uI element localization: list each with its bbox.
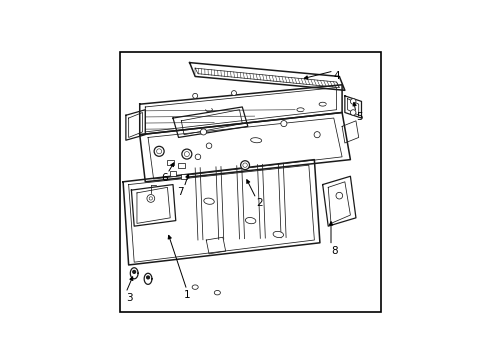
Polygon shape <box>144 273 152 284</box>
Text: 8: 8 <box>330 246 337 256</box>
Circle shape <box>243 163 247 167</box>
Text: 1: 1 <box>183 290 190 300</box>
Ellipse shape <box>203 198 214 204</box>
Ellipse shape <box>250 138 261 143</box>
Ellipse shape <box>272 231 283 238</box>
Circle shape <box>350 110 355 115</box>
Circle shape <box>184 152 189 157</box>
Bar <box>169 171 176 176</box>
Text: 4: 4 <box>333 71 340 81</box>
Polygon shape <box>123 159 319 265</box>
Polygon shape <box>342 121 358 143</box>
Text: 3: 3 <box>125 293 132 303</box>
Bar <box>166 160 173 165</box>
Circle shape <box>192 93 197 98</box>
Polygon shape <box>206 237 225 254</box>
Polygon shape <box>140 112 350 182</box>
Ellipse shape <box>245 217 255 224</box>
Circle shape <box>280 121 286 127</box>
Circle shape <box>146 194 154 202</box>
Text: 7: 7 <box>177 187 183 197</box>
Circle shape <box>182 149 191 159</box>
Polygon shape <box>189 63 344 90</box>
Circle shape <box>149 197 152 200</box>
Circle shape <box>240 161 249 170</box>
Text: 2: 2 <box>256 198 262 208</box>
Circle shape <box>206 143 211 149</box>
Polygon shape <box>125 110 145 140</box>
Text: 5: 5 <box>355 112 362 122</box>
Circle shape <box>313 132 320 138</box>
Bar <box>178 163 184 168</box>
Polygon shape <box>322 176 355 226</box>
Polygon shape <box>131 185 175 226</box>
Circle shape <box>350 99 355 104</box>
Bar <box>181 174 187 179</box>
Circle shape <box>200 129 206 135</box>
Circle shape <box>154 146 164 156</box>
Circle shape <box>335 192 342 199</box>
Circle shape <box>231 91 236 96</box>
Polygon shape <box>140 85 342 135</box>
Polygon shape <box>173 107 247 138</box>
Circle shape <box>156 149 162 154</box>
Polygon shape <box>344 96 361 118</box>
Polygon shape <box>130 268 138 279</box>
Ellipse shape <box>192 285 198 289</box>
Ellipse shape <box>214 291 220 295</box>
Text: 6: 6 <box>161 174 167 184</box>
Circle shape <box>146 276 149 279</box>
Circle shape <box>133 270 135 273</box>
Circle shape <box>195 154 200 159</box>
